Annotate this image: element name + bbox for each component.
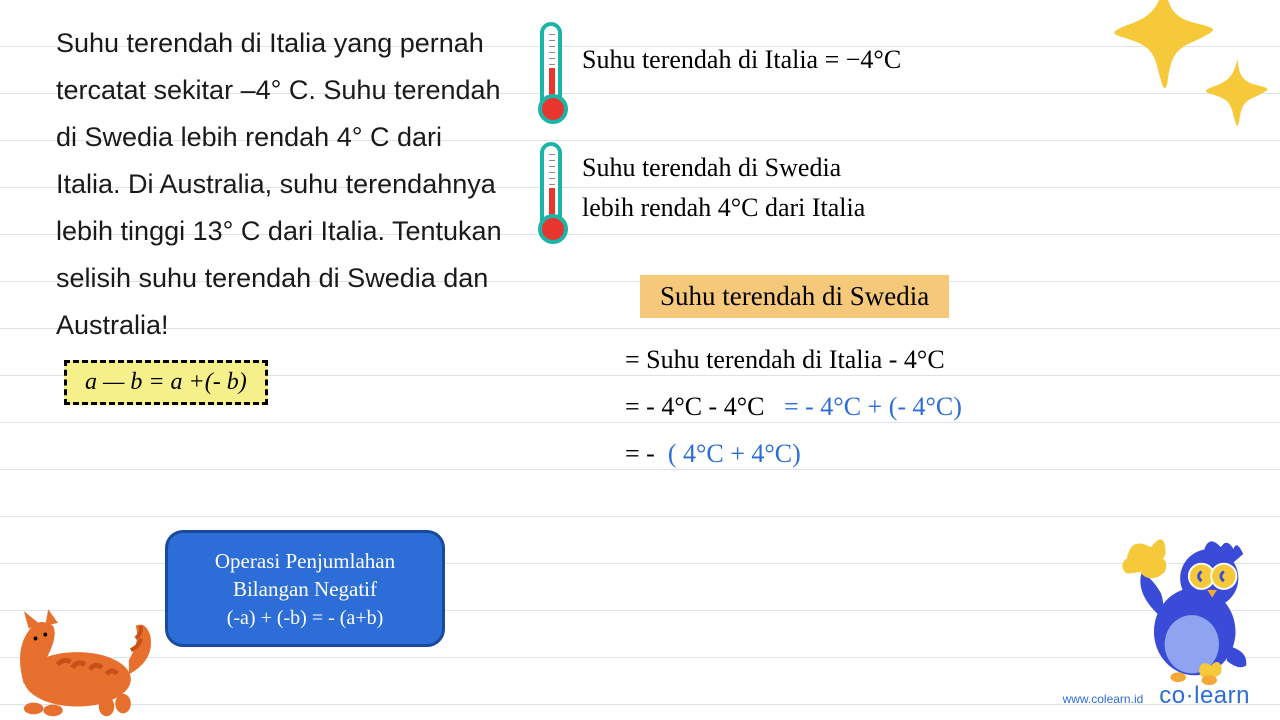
footer: www.colearn.id co·learn [1063, 682, 1250, 710]
operation-rule-formula: (-a) + (-b) = - (a+b) [186, 607, 424, 630]
bird-mascot-icon [1110, 520, 1260, 685]
note-italy-temp: Suhu terendah di Italia = −4°C [582, 40, 901, 80]
operation-rule-title: Operasi Penjumlahan Bilangan Negatif [186, 547, 424, 603]
note-sweden-temp: Suhu terendah di Swedia lebih rendah 4°C… [582, 148, 865, 228]
calc-step-3: = - ( 4°C + 4°C) [625, 439, 801, 469]
thermometer-icon [538, 22, 564, 124]
highlight-sweden-title: Suhu terendah di Swedia [640, 275, 949, 318]
operation-rule-box: Operasi Penjumlahan Bilangan Negatif (-a… [165, 530, 445, 647]
calc-step-1: = Suhu terendah di Italia - 4°C [625, 345, 945, 375]
star-decoration-icon [1200, 55, 1275, 130]
calc-step-2: = - 4°C - 4°C = - 4°C + (- 4°C) [625, 392, 962, 422]
formula-identity-box: a — b = a +(- b) [64, 360, 268, 405]
problem-statement: Suhu terendah di Italia yang pernah terc… [56, 20, 506, 349]
cat-mascot-icon [0, 590, 160, 720]
footer-url: www.colearn.id [1063, 692, 1144, 706]
footer-logo: co·learn [1159, 682, 1250, 710]
thermometer-icon [538, 142, 564, 244]
